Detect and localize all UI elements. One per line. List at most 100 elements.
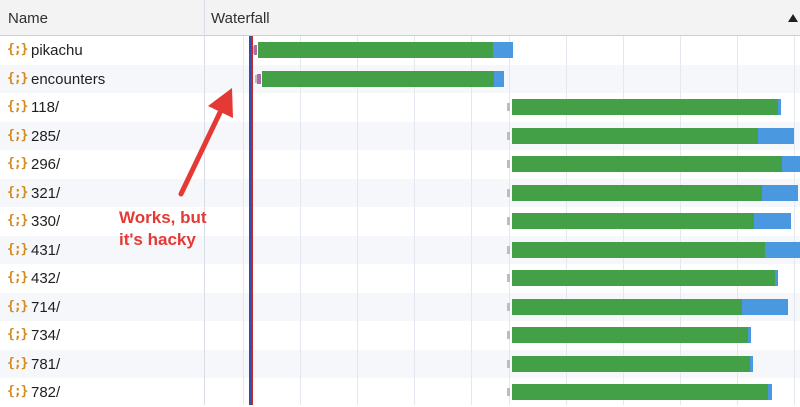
queue-segment[interactable] [507,388,510,396]
name-cell[interactable]: {;} 781/ [0,350,204,379]
queue-segment[interactable] [507,188,510,197]
json-icon: {;} [7,42,29,57]
name-cell[interactable]: {;} pikachu [0,36,204,65]
request-name[interactable]: 296/ [31,156,61,173]
request-name[interactable]: 781/ [31,355,61,373]
request-row[interactable]: {;} 321/ [0,178,800,208]
download-segment[interactable] [494,70,504,87]
request-name[interactable]: pikachu [31,42,83,59]
waiting-segment[interactable] [512,270,775,286]
name-cell[interactable]: {;} 734/ [0,321,204,350]
waiting-segment[interactable] [512,241,765,258]
grid-line [794,36,795,405]
stalled-segment[interactable] [257,73,261,84]
waiting-segment[interactable] [512,298,742,315]
waiting-segment[interactable] [512,127,758,144]
json-icon: {;} [7,327,29,342]
request-name[interactable]: 118/ [31,99,60,116]
name-cell[interactable]: {;} 330/ [0,207,204,236]
request-name[interactable]: 330/ [31,213,61,230]
column-header-name[interactable]: Name [8,10,49,27]
queue-segment[interactable] [507,103,510,111]
grid-line [243,36,244,405]
queue-segment[interactable] [507,131,510,140]
json-icon: {;} [7,241,29,257]
waiting-segment[interactable] [512,384,768,400]
request-name[interactable]: 431/ [31,241,61,259]
request-name[interactable]: 782/ [31,384,61,401]
download-segment[interactable] [758,127,794,144]
json-icon: {;} [7,99,29,114]
download-segment[interactable] [762,184,798,201]
name-cell[interactable]: {;} 714/ [0,293,204,322]
queue-segment[interactable] [507,274,510,282]
json-icon: {;} [7,384,29,399]
json-icon: {;} [7,70,29,86]
grid-line [414,36,415,405]
waiting-segment[interactable] [512,355,750,372]
json-icon: {;} [7,355,29,371]
request-row[interactable]: {;} 296/ [0,150,800,179]
download-segment[interactable] [493,42,513,58]
grid-line [300,36,301,405]
column-divider [204,0,205,405]
download-segment[interactable] [768,384,772,400]
name-cell[interactable]: {;} 118/ [0,93,204,122]
arrow-shaft [178,99,228,197]
json-icon: {;} [7,156,29,171]
download-segment[interactable] [765,241,800,258]
name-cell[interactable]: {;} 285/ [0,122,204,151]
queue-segment[interactable] [507,217,510,225]
download-segment[interactable] [778,99,781,115]
download-segment[interactable] [782,156,800,172]
grid-line [471,36,472,405]
name-cell[interactable]: {;} 432/ [0,264,204,293]
queue-segment[interactable] [507,160,510,168]
name-cell[interactable]: {;} 321/ [0,179,204,208]
json-icon: {;} [7,213,29,228]
download-segment[interactable] [754,213,791,229]
queue-segment[interactable] [252,46,255,54]
request-name[interactable]: 321/ [31,184,61,202]
waiting-segment[interactable] [512,99,778,115]
name-cell[interactable]: {;} 431/ [0,236,204,265]
waiting-segment[interactable] [512,213,754,229]
queue-segment[interactable] [507,331,510,339]
queue-segment[interactable] [507,245,510,254]
annotation-text: Works, but it's hacky [119,208,207,249]
download-segment[interactable] [748,327,751,343]
waiting-segment[interactable] [512,327,748,343]
json-icon: {;} [7,184,29,200]
waiting-segment[interactable] [258,42,493,58]
queue-segment[interactable] [507,359,510,368]
name-cell[interactable]: {;} encounters [0,65,204,94]
sort-ascending-icon[interactable] [788,14,798,22]
request-name[interactable]: 285/ [31,127,61,145]
json-icon: {;} [7,270,29,285]
stalled-segment[interactable] [254,45,257,55]
request-row[interactable]: {;} 118/ [0,93,800,122]
queue-segment[interactable] [255,74,258,83]
download-segment[interactable] [750,355,753,372]
queue-segment[interactable] [507,302,510,311]
grid-line [357,36,358,405]
dom-content-loaded-line [249,36,251,405]
name-cell[interactable]: {;} 296/ [0,150,204,179]
waiting-segment[interactable] [262,70,494,87]
request-name[interactable]: encounters [31,70,106,88]
name-cell[interactable]: {;} 782/ [0,378,204,407]
load-event-line [251,36,253,405]
json-icon: {;} [7,127,29,143]
request-name[interactable]: 432/ [31,270,61,287]
json-icon: {;} [7,298,29,314]
download-segment[interactable] [775,270,778,286]
waiting-segment[interactable] [512,184,762,201]
download-segment[interactable] [742,298,788,315]
request-name[interactable]: 734/ [31,327,61,344]
arrow-head [208,88,233,118]
waiting-segment[interactable] [512,156,782,172]
column-header-waterfall[interactable]: Waterfall [211,10,270,27]
request-name[interactable]: 714/ [31,298,61,316]
